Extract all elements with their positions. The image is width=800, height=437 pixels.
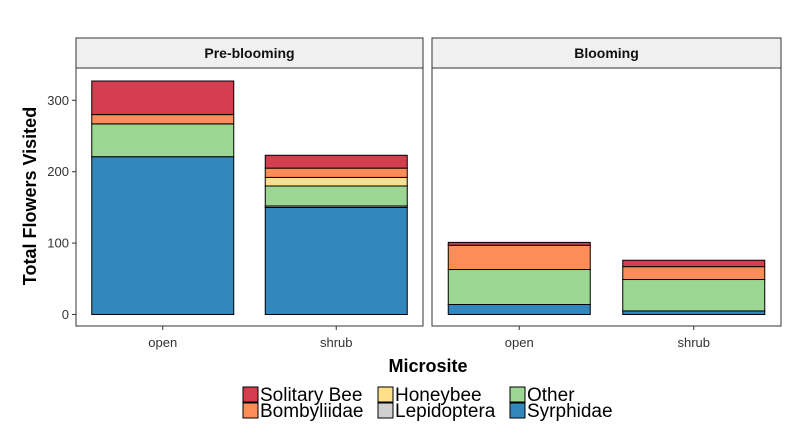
facet-strip-label: Blooming (574, 45, 639, 61)
panel-blooming: Blooming open shrub (431, 37, 782, 350)
legend-key (242, 386, 259, 403)
legend-key (377, 386, 394, 403)
y-tick-label: 300 (47, 93, 69, 108)
legend-label: Solitary Bee (260, 385, 362, 406)
bar-segment-other (264, 185, 408, 207)
legend-item-other: Other (509, 385, 575, 406)
legend-key (377, 402, 394, 419)
legend-key (242, 402, 259, 419)
bar-segment-other (447, 269, 591, 306)
panel-pre-blooming: Pre-blooming open shrub (75, 37, 424, 350)
bar-segment-syrphidae (447, 304, 591, 315)
x-tick-label: shrub (677, 335, 710, 350)
facet-strip-label: Pre-blooming (204, 45, 294, 61)
legend-item-solitary-bee: Solitary Bee (242, 385, 362, 406)
legend-label: Honeybee (395, 385, 482, 406)
legend-key (509, 402, 526, 419)
legend-label: Other (527, 385, 575, 406)
bar-segment-solitary-bee (264, 154, 408, 169)
bar-segment-other (91, 123, 235, 158)
bar-segment-honeybee (264, 176, 408, 187)
legend-label: Syrphidae (527, 401, 613, 422)
x-axis-title: Microsite (388, 356, 467, 376)
bar-segment-solitary-bee (91, 80, 235, 116)
bar-segment-solitary-bee (447, 241, 591, 246)
y-axis-title: Total Flowers Visited (20, 107, 40, 285)
y-tick-label: 100 (47, 236, 69, 251)
bar-segment-bombyliidae (447, 244, 591, 271)
x-tick-label: open (505, 335, 534, 350)
bar-segment-bombyliidae (622, 266, 766, 281)
legend-item-syrphidae: Syrphidae (509, 401, 613, 422)
legend-item-bombyliidae: Bombyliidae (242, 401, 364, 422)
bar-segment-other (622, 279, 766, 312)
legend-key (509, 386, 526, 403)
facet-strip (75, 37, 424, 69)
x-tick-label: open (148, 335, 177, 350)
legend-item-honeybee: Honeybee (377, 385, 482, 406)
bar-segment-syrphidae (264, 206, 408, 315)
x-tick-label: shrub (320, 335, 353, 350)
bar-segment-bombyliidae (91, 114, 235, 125)
facet-panels: Pre-blooming open shrub Blooming open shrub (75, 37, 782, 350)
bar-segment-syrphidae (622, 310, 766, 315)
bar-segment-syrphidae (91, 156, 235, 315)
bar-segment-bombyliidae (264, 167, 408, 178)
y-tick-label: 0 (62, 307, 69, 322)
legend-label: Lepidoptera (395, 401, 496, 422)
bar-segment-solitary-bee (622, 259, 766, 268)
legend-item-lepidoptera: Lepidoptera (377, 401, 496, 422)
legend-label: Bombyliidae (260, 401, 364, 422)
y-axis: 0 100 200 300 (47, 93, 76, 322)
y-tick-label: 200 (47, 164, 69, 179)
